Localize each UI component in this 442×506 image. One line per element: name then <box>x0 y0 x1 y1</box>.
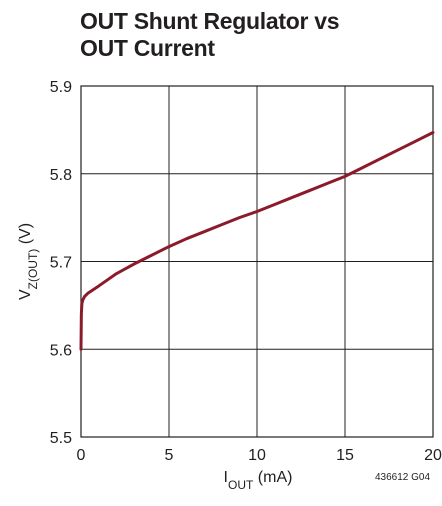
figure-id: 436612 G04 <box>375 472 431 483</box>
x-axis-label: IOUT (mA) <box>224 469 293 492</box>
x-tick-label: 0 <box>77 447 86 464</box>
chart-title: OUT Shunt Regulator vs OUT Current <box>80 8 340 62</box>
x-tick-labels: 0 5 10 15 20 <box>77 447 442 464</box>
y-tick-label: 5.7 <box>50 255 72 272</box>
x-tick-label: 20 <box>424 447 442 464</box>
x-tick-label: 10 <box>248 447 266 464</box>
y-tick-label: 5.8 <box>50 167 72 184</box>
x-tick-label: 15 <box>336 447 354 464</box>
y-tick-label: 5.9 <box>50 79 72 96</box>
y-tick-label: 5.5 <box>50 430 72 447</box>
chart-title-line-1: OUT Shunt Regulator vs <box>80 8 340 34</box>
y-tick-label: 5.6 <box>50 342 72 359</box>
grid <box>80 85 434 438</box>
series-line <box>79 131 435 351</box>
chart-title-line-2: OUT Current <box>80 35 215 61</box>
y-axis-label: VZ(OUT) (V) <box>17 223 40 300</box>
y-tick-labels: 5.5 5.6 5.7 5.8 5.9 <box>50 79 72 447</box>
x-tick-label: 5 <box>165 447 174 464</box>
plot-frame <box>80 85 434 438</box>
